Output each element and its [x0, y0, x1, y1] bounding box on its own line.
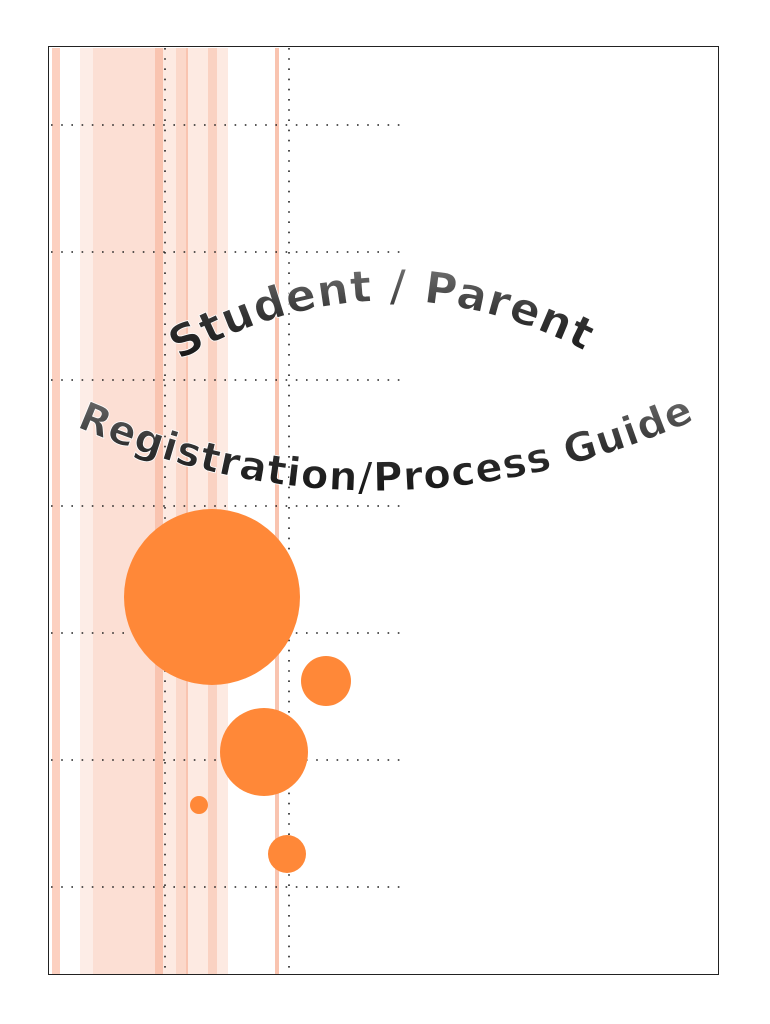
- dotted-grid: [51, 48, 405, 974]
- circle: [301, 656, 351, 706]
- circle: [268, 835, 306, 873]
- circle-large: [124, 509, 300, 685]
- stripe: [275, 48, 279, 974]
- circle-small: [190, 796, 208, 814]
- stripe: [52, 48, 60, 974]
- stripe: [176, 48, 186, 974]
- page-border: [48, 46, 719, 975]
- stripe: [93, 48, 155, 974]
- circle: [220, 708, 308, 796]
- decorative-stripes: [52, 48, 279, 974]
- decorative-circles: [124, 509, 351, 873]
- stripe: [155, 48, 163, 974]
- stripe: [80, 48, 93, 974]
- stripe: [186, 48, 188, 974]
